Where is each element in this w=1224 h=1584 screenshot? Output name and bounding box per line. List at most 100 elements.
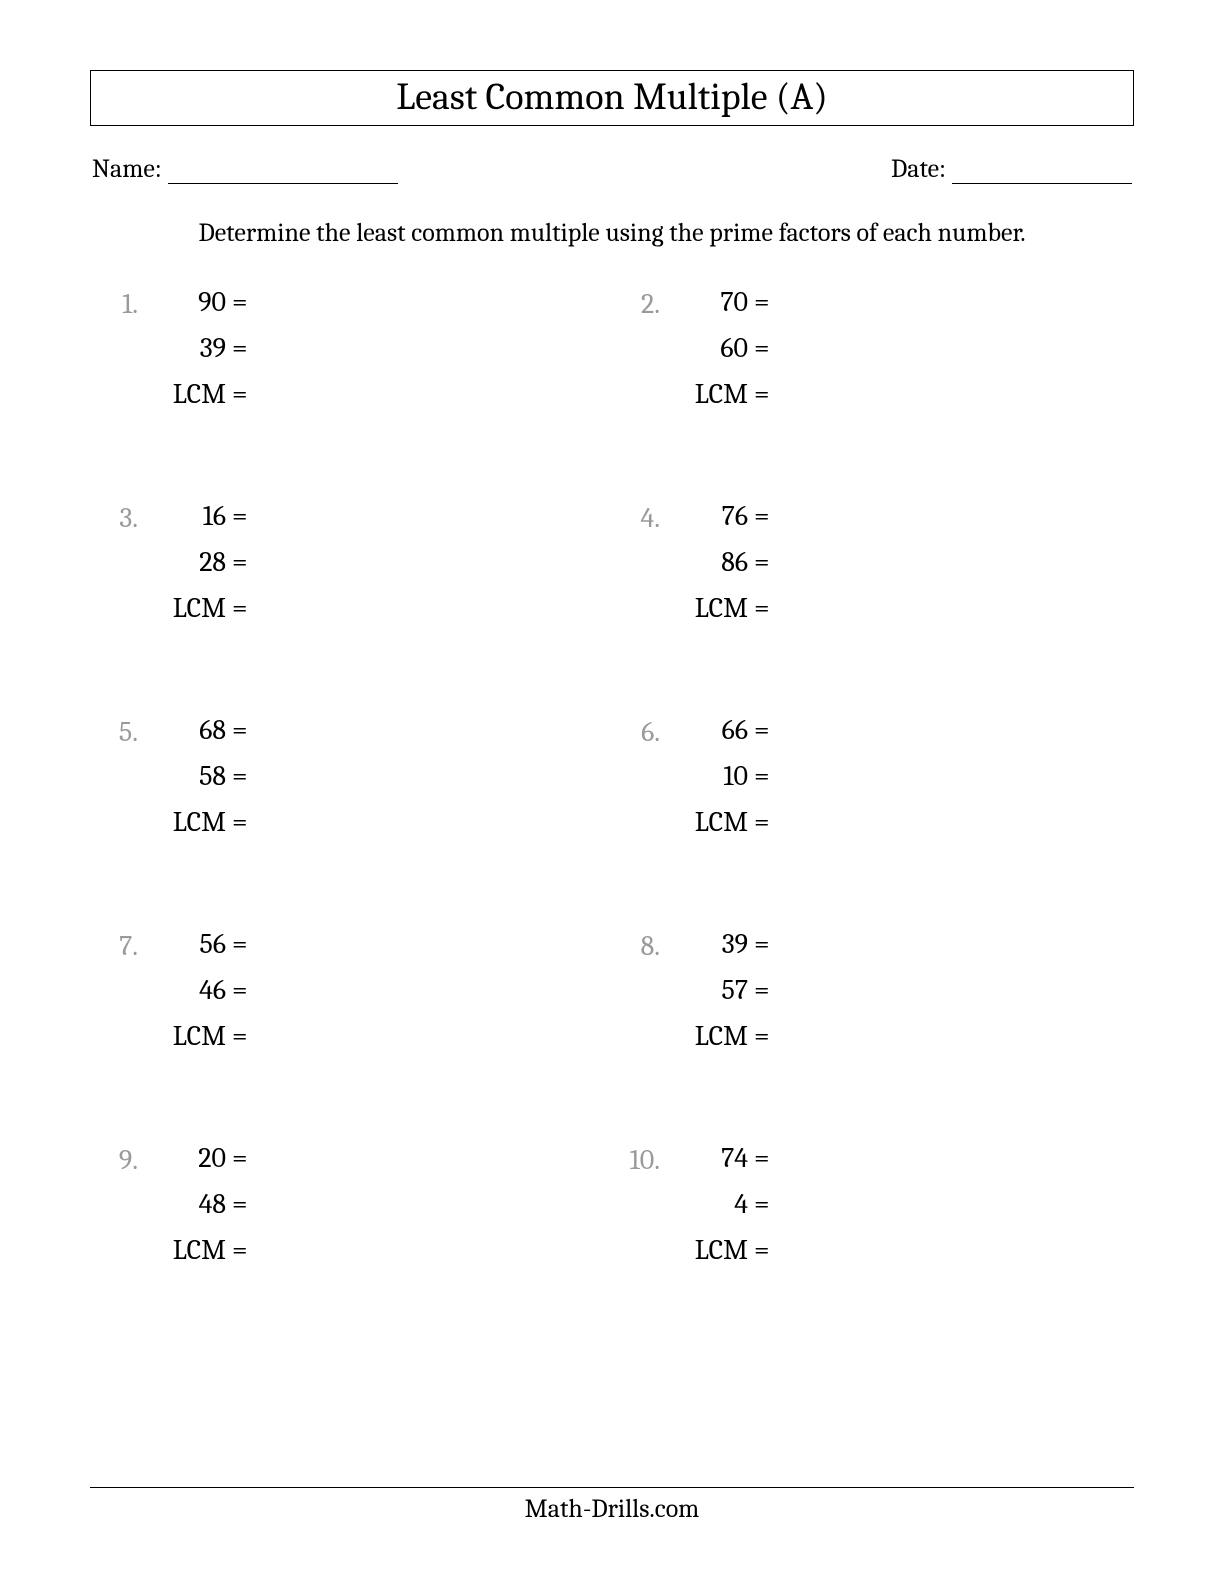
problem-label-a: 68 (148, 714, 226, 746)
problem-line-lcm: LCM= (670, 806, 770, 838)
problem-line-lcm: LCM= (670, 592, 770, 624)
equals-sign: = (748, 500, 770, 532)
equals-sign: = (226, 286, 248, 318)
equals-sign: = (226, 1020, 248, 1052)
worksheet-page: Least Common Multiple (A) Name: Date: De… (90, 70, 1134, 1524)
problem-line-a: 39= (670, 928, 770, 960)
problem-line-b: 86= (670, 546, 770, 578)
problem-line-a: 16= (148, 500, 248, 532)
problem-label-a: 66 (670, 714, 748, 746)
problem: 10.74=4=LCM= (612, 1142, 1134, 1280)
equals-sign: = (748, 760, 770, 792)
problem-line-lcm: LCM= (148, 806, 248, 838)
equals-sign: = (226, 1142, 248, 1174)
problem-line-lcm: LCM= (670, 1020, 770, 1052)
problem-line-b: 57= (670, 974, 770, 1006)
footer-rule (90, 1487, 1134, 1488)
problem-line-a: 20= (148, 1142, 248, 1174)
problem-label-b: 57 (670, 974, 748, 1006)
equals-sign: = (226, 500, 248, 532)
problem-label-a: 76 (670, 500, 748, 532)
problem-label-lcm: LCM (670, 806, 748, 838)
problem-number: 6. (612, 714, 670, 748)
problem-label-a: 39 (670, 928, 748, 960)
problem-line-a: 56= (148, 928, 248, 960)
problem-line-lcm: LCM= (670, 378, 770, 410)
problem-lines: 20=48=LCM= (148, 1142, 248, 1280)
problem: 4.76=86=LCM= (612, 500, 1134, 638)
footer: Math-Drills.com (90, 1487, 1134, 1524)
problem-label-b: 58 (148, 760, 226, 792)
title-box: Least Common Multiple (A) (90, 70, 1134, 126)
problem-line-lcm: LCM= (148, 378, 248, 410)
problem: 8.39=57=LCM= (612, 928, 1134, 1066)
problem-number: 5. (90, 714, 148, 748)
problem-label-lcm: LCM (670, 378, 748, 410)
equals-sign: = (226, 1188, 248, 1220)
problem-number: 8. (612, 928, 670, 962)
equals-sign: = (748, 592, 770, 624)
equals-sign: = (748, 1188, 770, 1220)
problem-label-b: 28 (148, 546, 226, 578)
equals-sign: = (226, 806, 248, 838)
problem-line-b: 58= (148, 760, 248, 792)
problem-line-b: 10= (670, 760, 770, 792)
name-input-line[interactable] (168, 156, 398, 184)
problem-number: 10. (612, 1142, 670, 1176)
problem-line-lcm: LCM= (148, 592, 248, 624)
problem-line-b: 4= (670, 1188, 770, 1220)
problem-line-lcm: LCM= (148, 1020, 248, 1052)
problem: 2.70=60=LCM= (612, 286, 1134, 424)
name-field-group: Name: (92, 154, 398, 184)
problem-label-lcm: LCM (148, 1234, 226, 1266)
problem-number: 4. (612, 500, 670, 534)
equals-sign: = (226, 592, 248, 624)
equals-sign: = (748, 286, 770, 318)
footer-text: Math-Drills.com (90, 1494, 1134, 1524)
problems-grid: 1.90=39=LCM=2.70=60=LCM=3.16=28=LCM=4.76… (90, 286, 1134, 1280)
problem-line-a: 74= (670, 1142, 770, 1174)
problem-line-a: 70= (670, 286, 770, 318)
problem-line-b: 48= (148, 1188, 248, 1220)
equals-sign: = (748, 1234, 770, 1266)
problem-label-lcm: LCM (148, 1020, 226, 1052)
problem-lines: 39=57=LCM= (670, 928, 770, 1066)
problem-number: 1. (90, 286, 148, 320)
problem-lines: 56=46=LCM= (148, 928, 248, 1066)
problem-lines: 66=10=LCM= (670, 714, 770, 852)
problem-line-b: 39= (148, 332, 248, 364)
problem-number: 7. (90, 928, 148, 962)
equals-sign: = (226, 974, 248, 1006)
problem: 3.16=28=LCM= (90, 500, 612, 638)
equals-sign: = (748, 928, 770, 960)
problem: 6.66=10=LCM= (612, 714, 1134, 852)
equals-sign: = (748, 806, 770, 838)
equals-sign: = (748, 1020, 770, 1052)
problem-label-b: 60 (670, 332, 748, 364)
problem-label-a: 70 (670, 286, 748, 318)
equals-sign: = (748, 974, 770, 1006)
problem-label-a: 56 (148, 928, 226, 960)
problem-label-b: 4 (670, 1188, 748, 1220)
equals-sign: = (226, 760, 248, 792)
problem-line-a: 76= (670, 500, 770, 532)
problem-label-lcm: LCM (670, 592, 748, 624)
equals-sign: = (226, 1234, 248, 1266)
problem-number: 9. (90, 1142, 148, 1176)
problem-lines: 68=58=LCM= (148, 714, 248, 852)
problem-label-lcm: LCM (148, 592, 226, 624)
date-input-line[interactable] (952, 156, 1132, 184)
problem-label-b: 39 (148, 332, 226, 364)
equals-sign: = (748, 546, 770, 578)
equals-sign: = (748, 332, 770, 364)
equals-sign: = (226, 546, 248, 578)
problem-line-b: 28= (148, 546, 248, 578)
problem-label-b: 48 (148, 1188, 226, 1220)
problem-line-b: 60= (670, 332, 770, 364)
problem-label-lcm: LCM (148, 806, 226, 838)
equals-sign: = (226, 714, 248, 746)
problem-lines: 76=86=LCM= (670, 500, 770, 638)
equals-sign: = (226, 928, 248, 960)
problem-line-lcm: LCM= (148, 1234, 248, 1266)
problem-line-a: 90= (148, 286, 248, 318)
